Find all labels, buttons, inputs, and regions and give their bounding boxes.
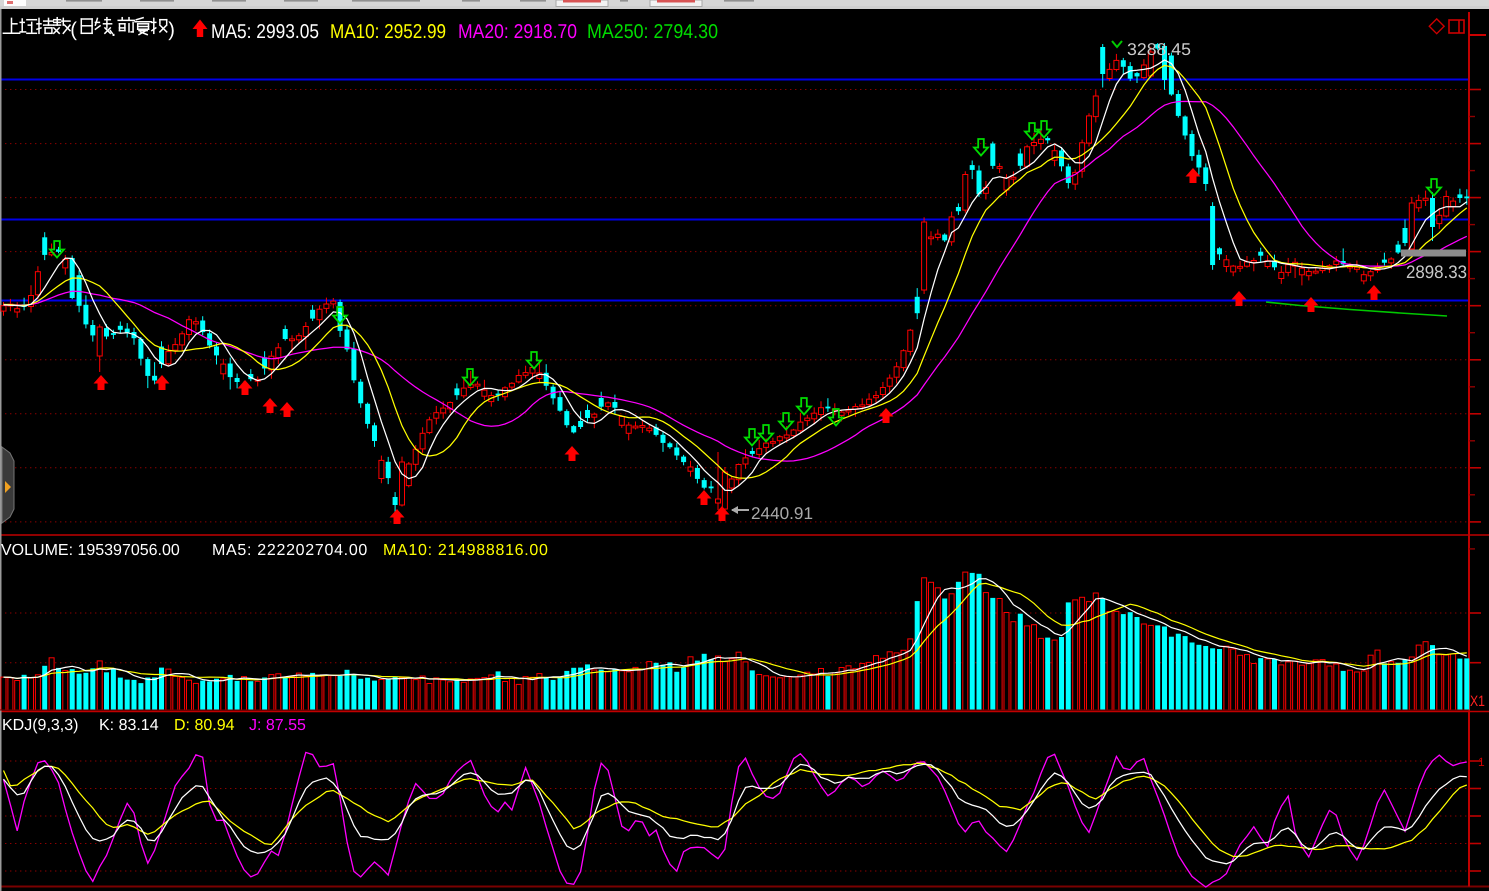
svg-text:1: 1 bbox=[1478, 755, 1485, 769]
svg-text:3288.45: 3288.45 bbox=[1127, 40, 1191, 59]
svg-text:MA10: 214988816.00: MA10: 214988816.00 bbox=[383, 542, 549, 559]
svg-text:VOLUME: 195397056.00: VOLUME: 195397056.00 bbox=[1, 542, 180, 559]
svg-text:MA5: 2993.05: MA5: 2993.05 bbox=[211, 21, 319, 43]
svg-text:2898.33: 2898.33 bbox=[1406, 262, 1467, 282]
svg-text:(: ( bbox=[70, 19, 77, 41]
svg-text:MA250: 2794.30: MA250: 2794.30 bbox=[587, 21, 718, 43]
svg-text:X1: X1 bbox=[1470, 693, 1485, 710]
svg-text:KDJ(9,3,3): KDJ(9,3,3) bbox=[2, 717, 78, 734]
svg-text:J: 87.55: J: 87.55 bbox=[249, 717, 306, 734]
svg-text:.: . bbox=[111, 19, 117, 41]
svg-text:K: 83.14: K: 83.14 bbox=[99, 717, 159, 734]
svg-text:MA20: 2918.70: MA20: 2918.70 bbox=[458, 21, 577, 43]
svg-text:MA10: 2952.99: MA10: 2952.99 bbox=[330, 21, 446, 43]
svg-text:D: 80.94: D: 80.94 bbox=[174, 717, 235, 734]
svg-text:MA5: 222202704.00: MA5: 222202704.00 bbox=[212, 542, 368, 559]
svg-text:2440.91: 2440.91 bbox=[751, 504, 813, 523]
svg-text:): ) bbox=[168, 19, 175, 41]
